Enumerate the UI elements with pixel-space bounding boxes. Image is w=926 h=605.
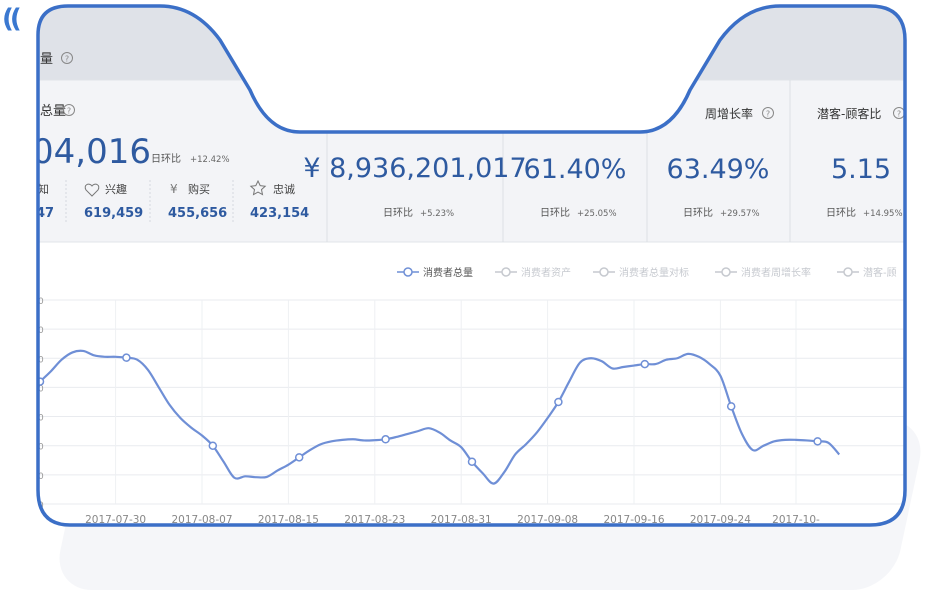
y-tick-label: 0 bbox=[38, 472, 44, 482]
breakdown-interest: 兴趣 619,459 bbox=[84, 182, 143, 221]
svg-text:消费者总量: 消费者总量 bbox=[423, 266, 473, 279]
legend-item-weekly-growth[interactable]: 消费者周增长率 bbox=[715, 266, 811, 279]
info-icon[interactable]: ? bbox=[762, 107, 774, 119]
data-point bbox=[381, 435, 390, 444]
signal-icon: (( bbox=[2, 4, 22, 34]
legend-item-prospect-ratio[interactable]: 潜客-顾 bbox=[837, 266, 897, 279]
ratio-value: +29.57% bbox=[720, 209, 760, 219]
data-point bbox=[122, 353, 131, 362]
svg-text:47: 47 bbox=[36, 206, 54, 221]
x-tick-label: 2017-09-08 bbox=[517, 514, 578, 526]
frame-outline bbox=[36, 4, 907, 527]
svg-text:潜客-顾: 潜客-顾 bbox=[863, 266, 897, 279]
svg-text:知: 知 bbox=[38, 182, 49, 196]
ratio-value: +12.42% bbox=[190, 155, 230, 165]
data-point bbox=[208, 441, 218, 450]
svg-text:忠诚: 忠诚 bbox=[273, 183, 295, 196]
svg-text:兴趣: 兴趣 bbox=[105, 182, 127, 196]
svg-text:购买: 购买 bbox=[188, 182, 210, 196]
svg-text:619,459: 619,459 bbox=[84, 206, 143, 221]
data-point bbox=[726, 402, 736, 411]
svg-text:消费者资产: 消费者资产 bbox=[521, 266, 571, 279]
info-icon[interactable]: ? bbox=[63, 104, 75, 116]
series-line-consumer-total bbox=[39, 349, 841, 485]
metric-title: 潜客-顾客比 bbox=[817, 106, 881, 121]
data-point bbox=[554, 397, 563, 407]
data-point bbox=[467, 457, 477, 466]
metric-value: 5.15 bbox=[831, 154, 891, 185]
svg-text:?: ? bbox=[65, 55, 69, 64]
y-tick-label: 0 bbox=[38, 297, 44, 307]
ratio-label: 日环比 bbox=[683, 207, 713, 219]
legend-item-consumer-assets[interactable]: 消费者资产 bbox=[495, 266, 571, 279]
y-tick-label: 0 bbox=[38, 443, 44, 453]
svg-text:?: ? bbox=[766, 110, 770, 119]
x-tick-label: 2017-08-07 bbox=[171, 514, 232, 526]
star-icon bbox=[249, 179, 267, 196]
y-tick-label: 0 bbox=[38, 326, 44, 336]
x-tick-label: 2017-10- bbox=[772, 514, 820, 526]
heart-icon bbox=[84, 183, 100, 197]
y-tick-label: 0 bbox=[38, 414, 44, 424]
svg-text:?: ? bbox=[897, 110, 901, 119]
ratio-label: 日环比 bbox=[383, 207, 413, 219]
yen-icon: ¥ bbox=[170, 182, 178, 196]
x-tick-label: 2017-09-16 bbox=[603, 514, 664, 526]
x-tick-label: 2017-08-31 bbox=[431, 514, 492, 526]
metric-value: ¥ 8,936,201,017 bbox=[303, 153, 526, 184]
legend-item-consumer-total[interactable]: 消费者总量 bbox=[397, 266, 473, 279]
svg-text:消费者周增长率: 消费者周增长率 bbox=[741, 266, 811, 279]
header-bar bbox=[38, 6, 905, 80]
data-point bbox=[294, 453, 304, 462]
header-title: 量 bbox=[40, 52, 53, 67]
svg-text:消费者总量对标: 消费者总量对标 bbox=[619, 266, 689, 279]
breakdown-purchase: ¥ 购买 455,656 bbox=[168, 182, 227, 221]
breakdown-awareness: 知 47 bbox=[36, 182, 54, 221]
breakdown-loyalty: 忠诚 423,154 bbox=[249, 179, 309, 221]
ratio-label: 日环比 bbox=[826, 207, 856, 219]
y-tick-label: 0 bbox=[38, 355, 44, 365]
info-icon[interactable]: ? bbox=[61, 52, 73, 64]
metric-value: 63.49% bbox=[667, 154, 770, 185]
summary-title: 总量 bbox=[40, 104, 66, 119]
ratio-value: +14.95% bbox=[863, 209, 903, 219]
x-tick-label: 2017-07-30 bbox=[85, 514, 146, 526]
ratio-value: +5.23% bbox=[420, 209, 454, 219]
chart-panel bbox=[38, 243, 905, 525]
svg-text:455,656: 455,656 bbox=[168, 206, 227, 221]
line-chart: 2017-07-30 2017-08-07 2017-08-15 2017-08-23… bbox=[38, 297, 905, 526]
summary-main-value: 04,016 bbox=[32, 132, 151, 172]
metric-value: 61.40% bbox=[524, 154, 627, 185]
x-tick-label: 2017-09-24 bbox=[690, 514, 751, 526]
data-point bbox=[640, 359, 650, 369]
ratio-label: 日环比 bbox=[540, 207, 570, 219]
y-tick-label: 0 bbox=[38, 384, 44, 394]
metric-title: 周增长率 bbox=[705, 106, 753, 121]
x-tick-label: 2017-08-15 bbox=[258, 514, 319, 526]
x-tick-label: 2017-08-23 bbox=[344, 514, 405, 526]
ratio-label: 日环比 bbox=[151, 153, 181, 165]
legend-item-consumer-benchmark[interactable]: 消费者总量对标 bbox=[593, 266, 689, 279]
ratio-value: +25.05% bbox=[577, 209, 617, 219]
data-point bbox=[813, 437, 822, 446]
svg-text:?: ? bbox=[67, 107, 71, 116]
svg-text:423,154: 423,154 bbox=[250, 206, 309, 221]
